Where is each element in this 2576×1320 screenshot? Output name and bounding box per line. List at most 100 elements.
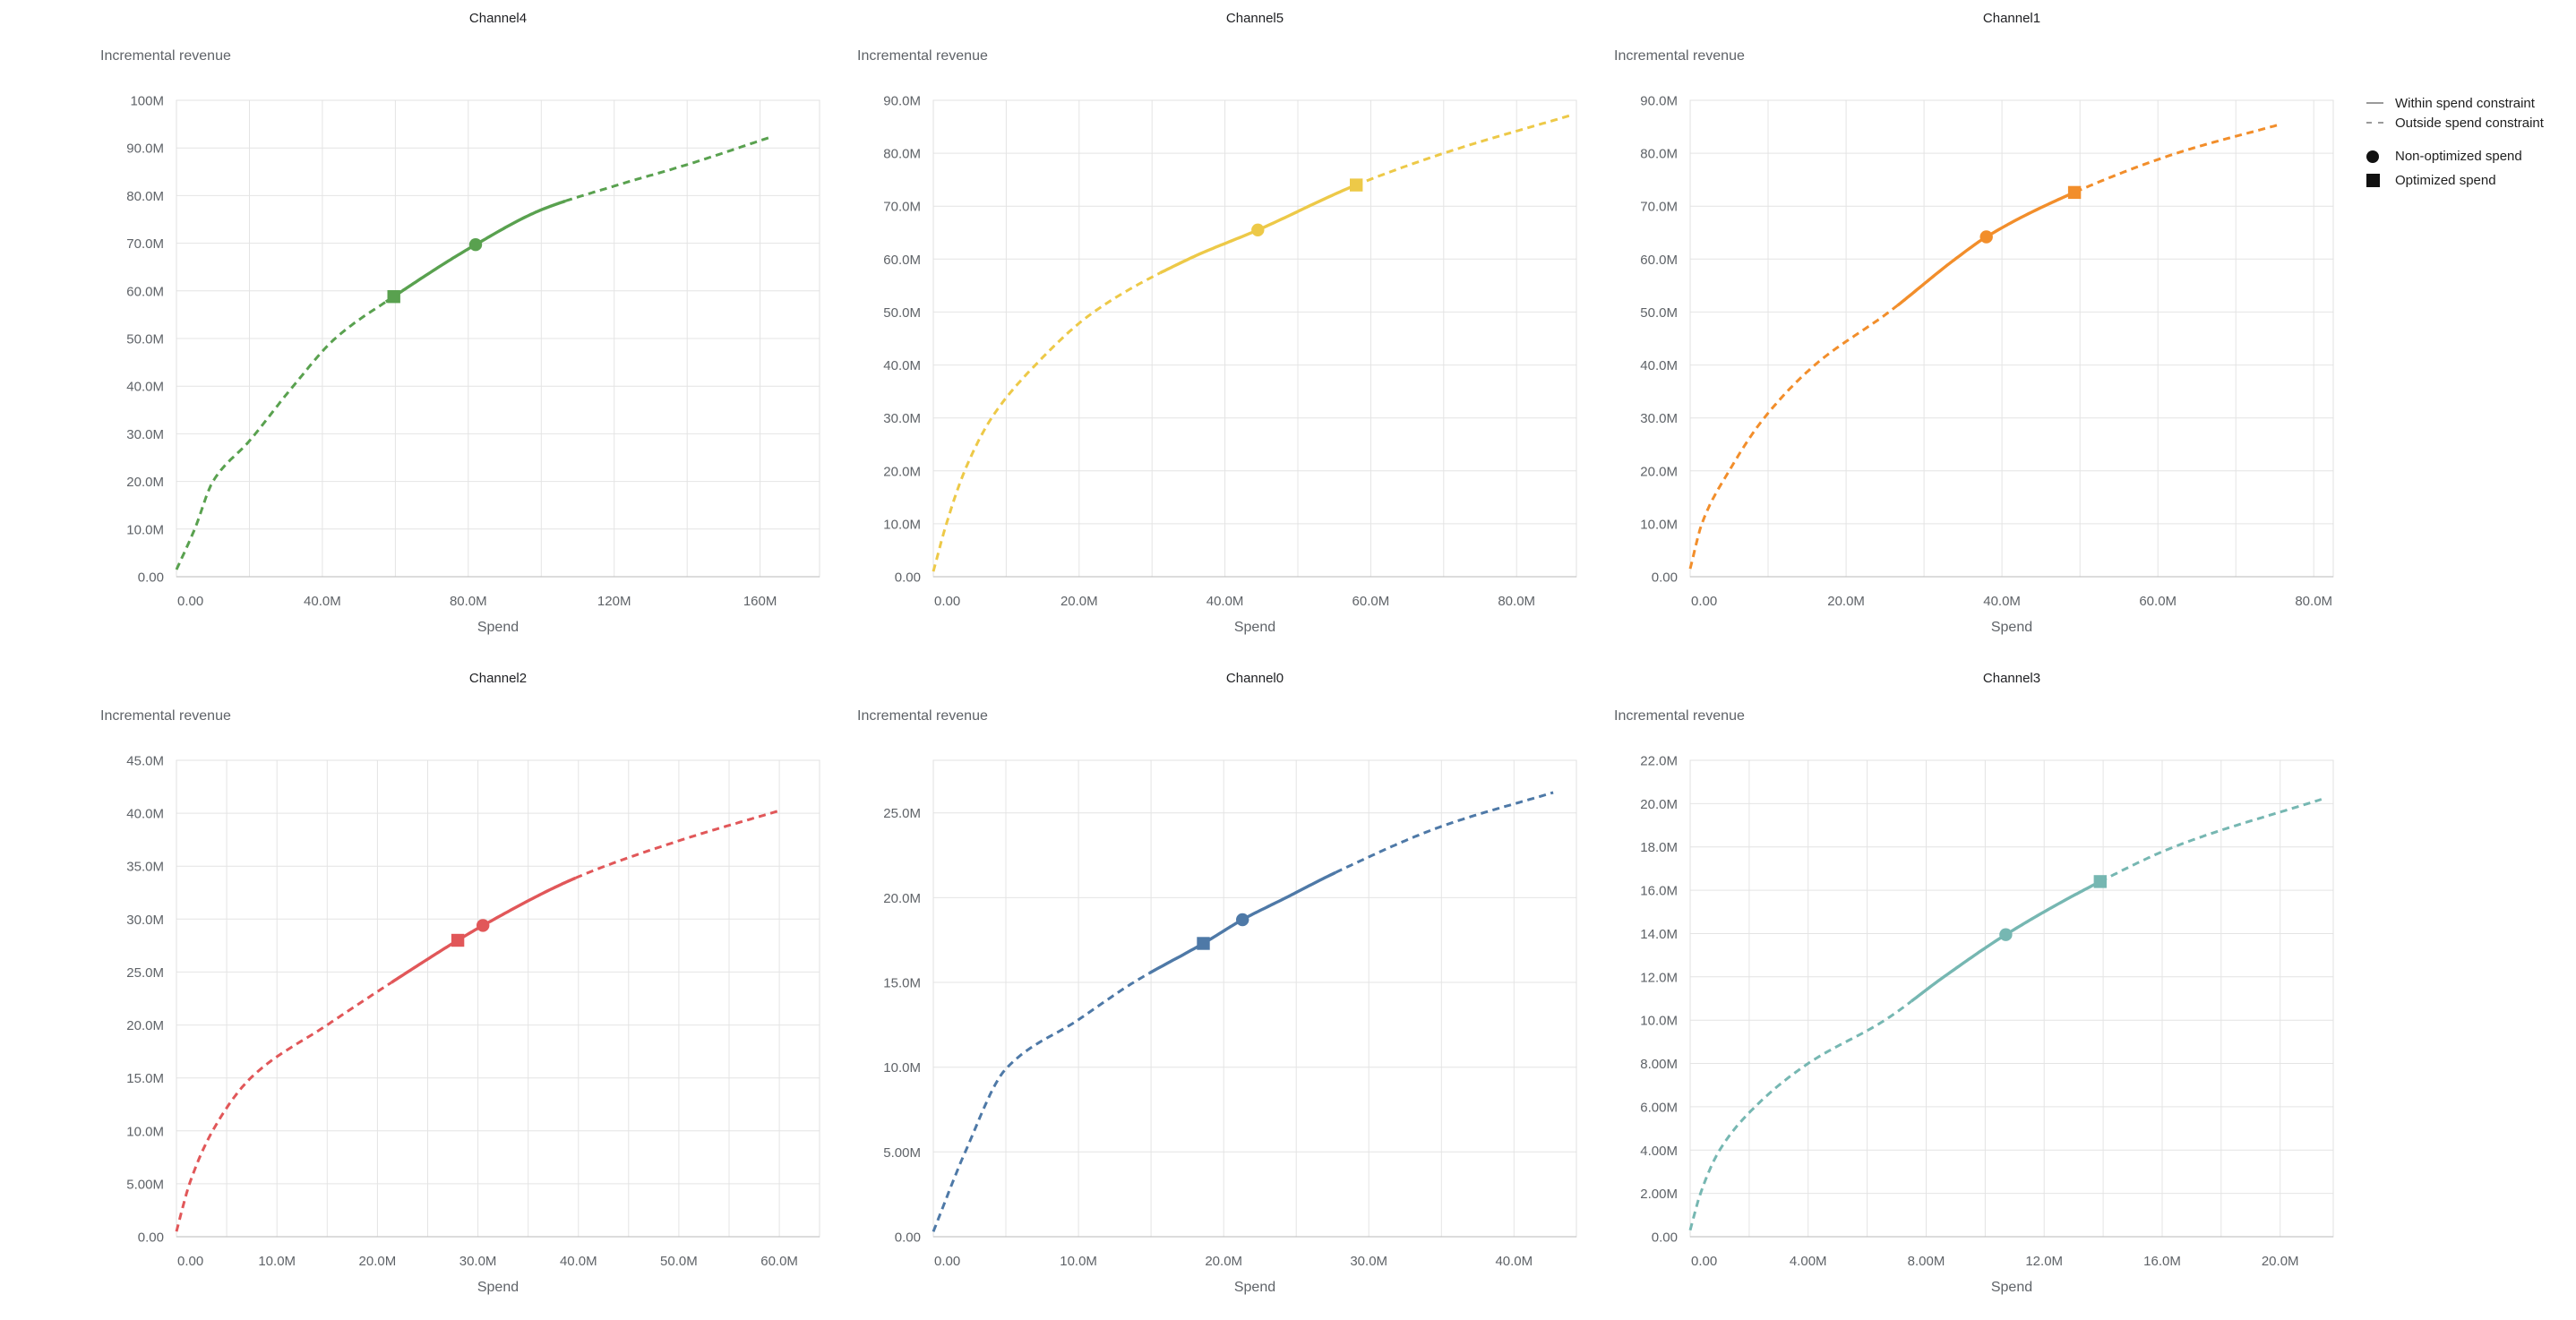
svg-text:25.0M: 25.0M	[126, 965, 164, 981]
chart-channel2: Channel2 Incremental revenue 0.00 10.0M 20…	[90, 660, 846, 1320]
svg-text:70.0M: 70.0M	[126, 236, 164, 252]
svg-text:0.00: 0.00	[1691, 1254, 1717, 1269]
svg-text:0.00: 0.00	[934, 1254, 960, 1269]
svg-text:30.0M: 30.0M	[459, 1254, 497, 1269]
svg-text:60.0M: 60.0M	[1352, 594, 1390, 609]
svg-text:30.0M: 30.0M	[126, 913, 164, 928]
svg-text:30.0M: 30.0M	[1640, 411, 1678, 426]
svg-text:80.0M: 80.0M	[126, 189, 164, 204]
chart-channel3: Channel3 Incremental revenue 0.00 4.00M 8.…	[1603, 660, 2360, 1320]
x-axis-title: Spend	[477, 620, 519, 635]
x-axis-title: Spend	[477, 1280, 519, 1295]
svg-text:0.00: 0.00	[138, 570, 164, 586]
svg-text:60.0M: 60.0M	[1640, 253, 1678, 268]
svg-text:20.0M: 20.0M	[2262, 1254, 2299, 1269]
svg-text:120M: 120M	[597, 594, 631, 609]
non-optimized-spend-marker	[1251, 223, 1265, 236]
svg-text:16.0M: 16.0M	[2143, 1254, 2181, 1269]
svg-text:40.0M: 40.0M	[560, 1254, 597, 1269]
svg-text:20.0M: 20.0M	[126, 1018, 164, 1033]
non-optimized-spend-marker	[1236, 913, 1249, 927]
chart-channel1: Channel1 Incremental revenue 0.00 20.0M 40…	[1603, 0, 2360, 660]
svg-text:12.0M: 12.0M	[1640, 970, 1678, 985]
svg-text:15.0M: 15.0M	[883, 976, 921, 991]
non-optimized-spend-marker	[1979, 230, 1993, 244]
svg-text:30.0M: 30.0M	[883, 411, 921, 426]
chart-title: Channel1	[1982, 11, 2041, 26]
chart-title: Channel2	[468, 671, 528, 686]
svg-text:4.00M: 4.00M	[1640, 1144, 1678, 1159]
svg-text:90.0M: 90.0M	[1640, 94, 1678, 109]
svg-text:40.0M: 40.0M	[1983, 594, 2021, 609]
svg-text:50.0M: 50.0M	[1640, 305, 1678, 321]
svg-text:12.0M: 12.0M	[2025, 1254, 2063, 1269]
svg-text:10.0M: 10.0M	[1640, 1014, 1678, 1029]
legend: Within spend constraint Outside spend co…	[2366, 93, 2574, 193]
svg-text:20.0M: 20.0M	[1640, 797, 1678, 812]
svg-text:60.0M: 60.0M	[760, 1254, 798, 1269]
svg-text:40.0M: 40.0M	[126, 380, 164, 395]
svg-text:20.0M: 20.0M	[883, 464, 921, 479]
svg-text:40.0M: 40.0M	[1495, 1254, 1533, 1269]
y-axis-title: Incremental revenue	[1614, 48, 1745, 64]
svg-text:50.0M: 50.0M	[126, 332, 164, 347]
non-optimized-spend-marker	[1999, 928, 2013, 941]
svg-text:80.0M: 80.0M	[450, 594, 487, 609]
svg-text:0.00: 0.00	[895, 1230, 921, 1246]
svg-text:40.0M: 40.0M	[883, 358, 921, 373]
svg-text:20.0M: 20.0M	[883, 891, 921, 906]
svg-text:25.0M: 25.0M	[883, 806, 921, 821]
svg-text:100M: 100M	[130, 94, 164, 109]
svg-text:10.0M: 10.0M	[258, 1254, 296, 1269]
svg-text:10.0M: 10.0M	[126, 1124, 164, 1139]
svg-text:10.0M: 10.0M	[126, 522, 164, 537]
y-axis-title: Incremental revenue	[100, 48, 231, 64]
svg-text:10.0M: 10.0M	[1640, 517, 1678, 532]
svg-text:50.0M: 50.0M	[660, 1254, 698, 1269]
svg-text:0.00: 0.00	[1652, 1230, 1678, 1246]
chart-title: Channel4	[468, 11, 528, 26]
plot-area-channel1: 0.00 20.0M 40.0M 60.0M 80.0M 0.00 10.0M 20.0M 30…	[1640, 94, 2334, 609]
svg-text:15.0M: 15.0M	[126, 1071, 164, 1086]
svg-text:0.00: 0.00	[1691, 594, 1717, 609]
square-marker-icon	[2366, 174, 2386, 187]
svg-text:16.0M: 16.0M	[1640, 884, 1678, 899]
plot-area-channel5: 0.00 20.0M 40.0M 60.0M 80.0M 0.00 10.0M 20.0M 30…	[883, 94, 1577, 609]
plot-area-channel4: 0.00 40.0M 80.0M 120M 160M 0.00 10.0M 20.0M 30.0…	[126, 94, 820, 609]
optimized-spend-marker	[2067, 185, 2082, 200]
svg-text:80.0M: 80.0M	[1640, 147, 1678, 162]
svg-text:0.00: 0.00	[138, 1230, 164, 1246]
svg-text:2.00M: 2.00M	[1640, 1187, 1678, 1202]
svg-text:35.0M: 35.0M	[126, 860, 164, 875]
optimized-spend-marker	[451, 933, 465, 947]
svg-text:4.00M: 4.00M	[1790, 1254, 1827, 1269]
svg-text:0.00: 0.00	[1652, 570, 1678, 586]
svg-text:40.0M: 40.0M	[126, 807, 164, 822]
legend-item-outside-constraint: Outside spend constraint	[2366, 113, 2574, 133]
plot-area-channel2: 0.00 10.0M 20.0M 30.0M 40.0M 50.0M 60.0M 0.00 5.…	[126, 754, 820, 1269]
svg-text:5.00M: 5.00M	[883, 1145, 921, 1161]
legend-label: Within spend constraint	[2395, 95, 2535, 111]
dashed-line-icon	[2366, 122, 2386, 124]
optimized-spend-marker	[2093, 875, 2107, 888]
svg-text:0.00: 0.00	[895, 570, 921, 586]
svg-text:10.0M: 10.0M	[883, 517, 921, 532]
legend-group-gap	[2366, 133, 2574, 144]
svg-text:70.0M: 70.0M	[1640, 200, 1678, 215]
legend-item-non-optimized: Non-optimized spend	[2366, 144, 2574, 168]
legend-item-optimized: Optimized spend	[2366, 168, 2574, 193]
svg-text:0.00: 0.00	[934, 594, 960, 609]
legend-label: Optimized spend	[2395, 173, 2496, 188]
y-axis-title: Incremental revenue	[1614, 708, 1745, 724]
chart-title: Channel3	[1982, 671, 2041, 686]
svg-text:6.00M: 6.00M	[1640, 1100, 1678, 1115]
svg-text:14.0M: 14.0M	[1640, 927, 1678, 942]
plot-area-channel3: 0.00 4.00M 8.00M 12.0M 16.0M 20.0M 0.00 2.00M 4.…	[1640, 754, 2334, 1269]
svg-text:8.00M: 8.00M	[1908, 1254, 1945, 1269]
svg-text:40.0M: 40.0M	[1206, 594, 1244, 609]
chart-title: Channel5	[1225, 11, 1284, 26]
chart-channel5: Channel5 Incremental revenue 0.00 20.0M 40…	[846, 0, 1603, 660]
svg-text:20.0M: 20.0M	[1640, 464, 1678, 479]
y-axis-title: Incremental revenue	[857, 708, 988, 724]
